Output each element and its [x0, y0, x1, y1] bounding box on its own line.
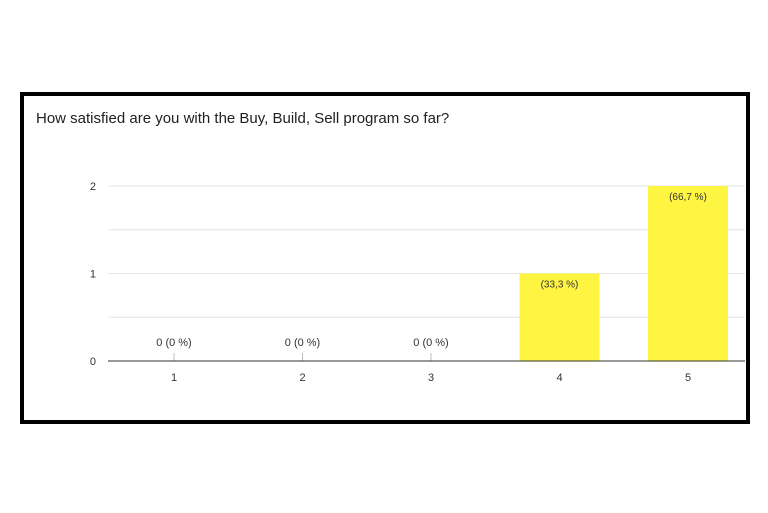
y-tick-label: 2 — [90, 181, 96, 193]
question-title: How satisfied are you with the Buy, Buil… — [36, 110, 450, 127]
y-tick-label: 1 — [90, 269, 96, 281]
data-label: 0 (0 %) — [285, 337, 320, 349]
data-label: 0 (0 %) — [156, 337, 191, 349]
x-tick-label: 3 — [428, 372, 434, 384]
x-tick-label: 4 — [556, 372, 562, 384]
data-label: (33,3 %) — [541, 280, 579, 291]
bar — [519, 273, 600, 361]
x-tick-label: 1 — [171, 372, 177, 384]
data-label: 0 (0 %) — [413, 337, 448, 349]
data-label: (66,7 %) — [669, 192, 707, 203]
y-tick-label: 0 — [90, 356, 96, 368]
bar-chart: 0 1 2 0 (0 %) 1 0 (0 %) 2 0 (0 %) 3 (33,3 %) 4 (66,… — [90, 181, 745, 384]
bar — [648, 186, 728, 361]
x-tick-label: 5 — [685, 372, 691, 384]
chart-card: How satisfied are you with the Buy, Buil… — [20, 92, 750, 424]
x-tick-label: 2 — [299, 372, 305, 384]
